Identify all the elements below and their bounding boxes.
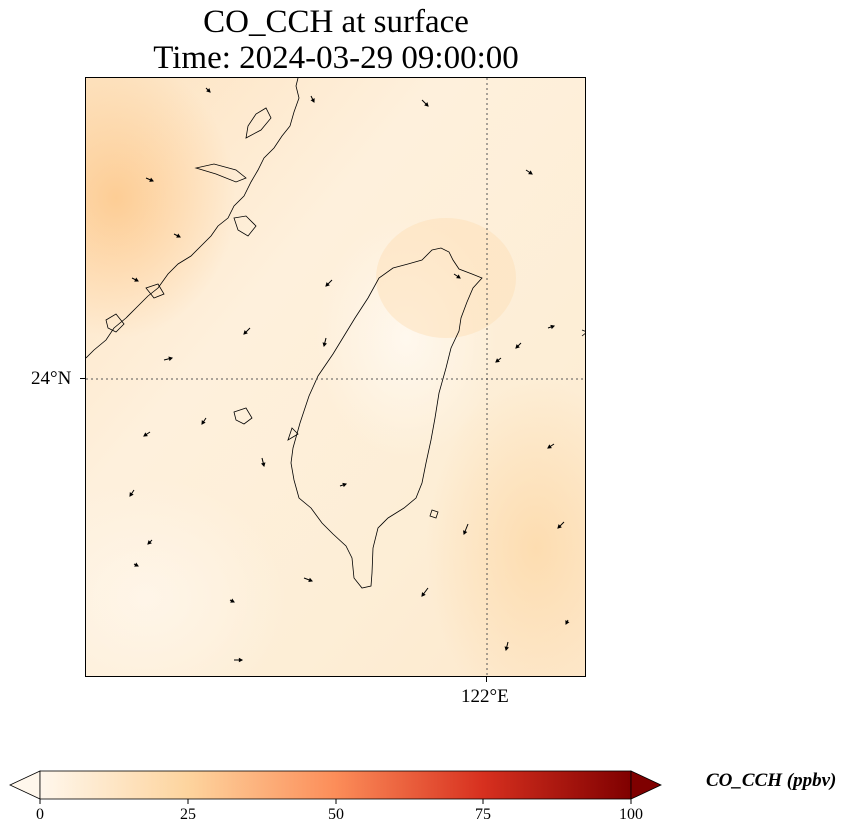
map-panel <box>85 77 586 677</box>
wind-arrow <box>201 417 207 425</box>
wind-arrow <box>565 619 570 625</box>
wind-arrow <box>129 489 135 497</box>
wind-arrowhead <box>325 282 330 287</box>
wind-arrow <box>504 641 509 652</box>
fujian-coastline <box>86 78 300 359</box>
wind-vectors <box>129 87 570 663</box>
lon-tick <box>486 677 487 682</box>
wind-arrow <box>261 457 266 468</box>
wind-arrowhead <box>230 598 235 603</box>
title-variable: CO_CCH at surface <box>203 4 469 40</box>
wind-arrow <box>133 562 139 567</box>
colorbar-tick-label: 0 <box>36 806 44 823</box>
colorbar-tick-label: 25 <box>180 806 196 823</box>
lon-label: 122°E <box>461 686 509 707</box>
wind-arrowhead <box>495 358 500 363</box>
gridlines <box>86 78 585 676</box>
wind-arrowhead <box>565 620 570 625</box>
wind-arrow <box>145 177 154 182</box>
wind-arrow <box>303 577 313 583</box>
wind-arrow <box>131 277 139 282</box>
colorbar-tick-label: 75 <box>475 806 491 823</box>
wind-arrow <box>173 233 181 238</box>
wind-arrow <box>339 482 347 488</box>
lat-tick <box>80 378 85 379</box>
wind-arrow <box>421 587 429 597</box>
wind-arrowhead <box>134 277 139 282</box>
wind-arrow <box>229 598 235 603</box>
wind-arrow <box>421 99 429 107</box>
wind-arrowhead <box>243 330 248 335</box>
colorbar <box>9 770 662 804</box>
wind-arrowhead <box>201 420 206 425</box>
wind-arrow <box>322 337 327 348</box>
wind-arrow <box>453 273 461 279</box>
wind-arrow <box>325 279 333 287</box>
colorbar-tick-label: 50 <box>328 806 344 823</box>
colorbar-max-extension <box>630 770 662 800</box>
wind-arrow <box>310 95 315 103</box>
wind-arrowhead <box>322 342 327 348</box>
wind-arrowhead <box>456 274 461 279</box>
wind-arrowhead <box>504 646 509 652</box>
wind-arrowhead <box>550 324 555 330</box>
wind-arrowhead <box>421 592 426 597</box>
wind-arrow <box>234 657 244 663</box>
taiwan-coastline <box>290 247 483 589</box>
wind-arrowhead <box>168 356 174 361</box>
wind-arrowhead <box>557 524 562 529</box>
wind-arrow <box>547 443 555 449</box>
wind-arrowhead <box>261 462 266 468</box>
wind-arrowhead <box>206 88 211 93</box>
wind-arrowhead <box>149 177 154 182</box>
wind-arrow <box>463 523 469 535</box>
wind-arrow <box>525 169 533 175</box>
wind-arrowhead <box>147 540 152 545</box>
wind-arrow <box>147 539 153 545</box>
wind-arrowhead <box>176 233 181 238</box>
colorbar-title: CO_CCH (ppbv) <box>706 770 837 791</box>
wind-arrow <box>515 342 522 349</box>
wind-arrowhead <box>308 577 313 583</box>
colorbar-tick-label: 100 <box>619 806 643 823</box>
wind-arrowhead <box>129 492 134 497</box>
wind-arrowhead <box>342 482 347 488</box>
wind-arrowhead <box>143 432 148 437</box>
wind-arrow <box>143 431 151 437</box>
wind-arrowhead <box>463 530 468 535</box>
colorbar-bar <box>39 770 632 800</box>
lat-label: 24°N <box>31 368 72 389</box>
wind-arrowhead <box>310 98 315 103</box>
colorbar-min-extension <box>9 770 41 800</box>
map-title: CO_CCH at surface Time: 2024-03-29 09:00… <box>86 4 586 76</box>
wind-arrow <box>495 357 502 363</box>
wind-arrow <box>205 87 211 93</box>
title-time: Time: 2024-03-29 09:00:00 <box>153 40 519 76</box>
wind-arrowhead <box>515 344 520 349</box>
coastline <box>86 78 585 589</box>
wind-arrowhead <box>424 102 429 107</box>
wind-arrow <box>547 324 555 330</box>
wind-arrowhead <box>547 444 552 449</box>
wind-arrowhead <box>134 562 139 567</box>
concentration-field <box>86 78 585 676</box>
wind-arrowhead <box>238 657 244 663</box>
wind-arrow <box>557 521 565 529</box>
wind-arrowhead <box>528 170 533 175</box>
wind-arrow <box>243 327 251 335</box>
wind-arrow <box>163 356 174 361</box>
